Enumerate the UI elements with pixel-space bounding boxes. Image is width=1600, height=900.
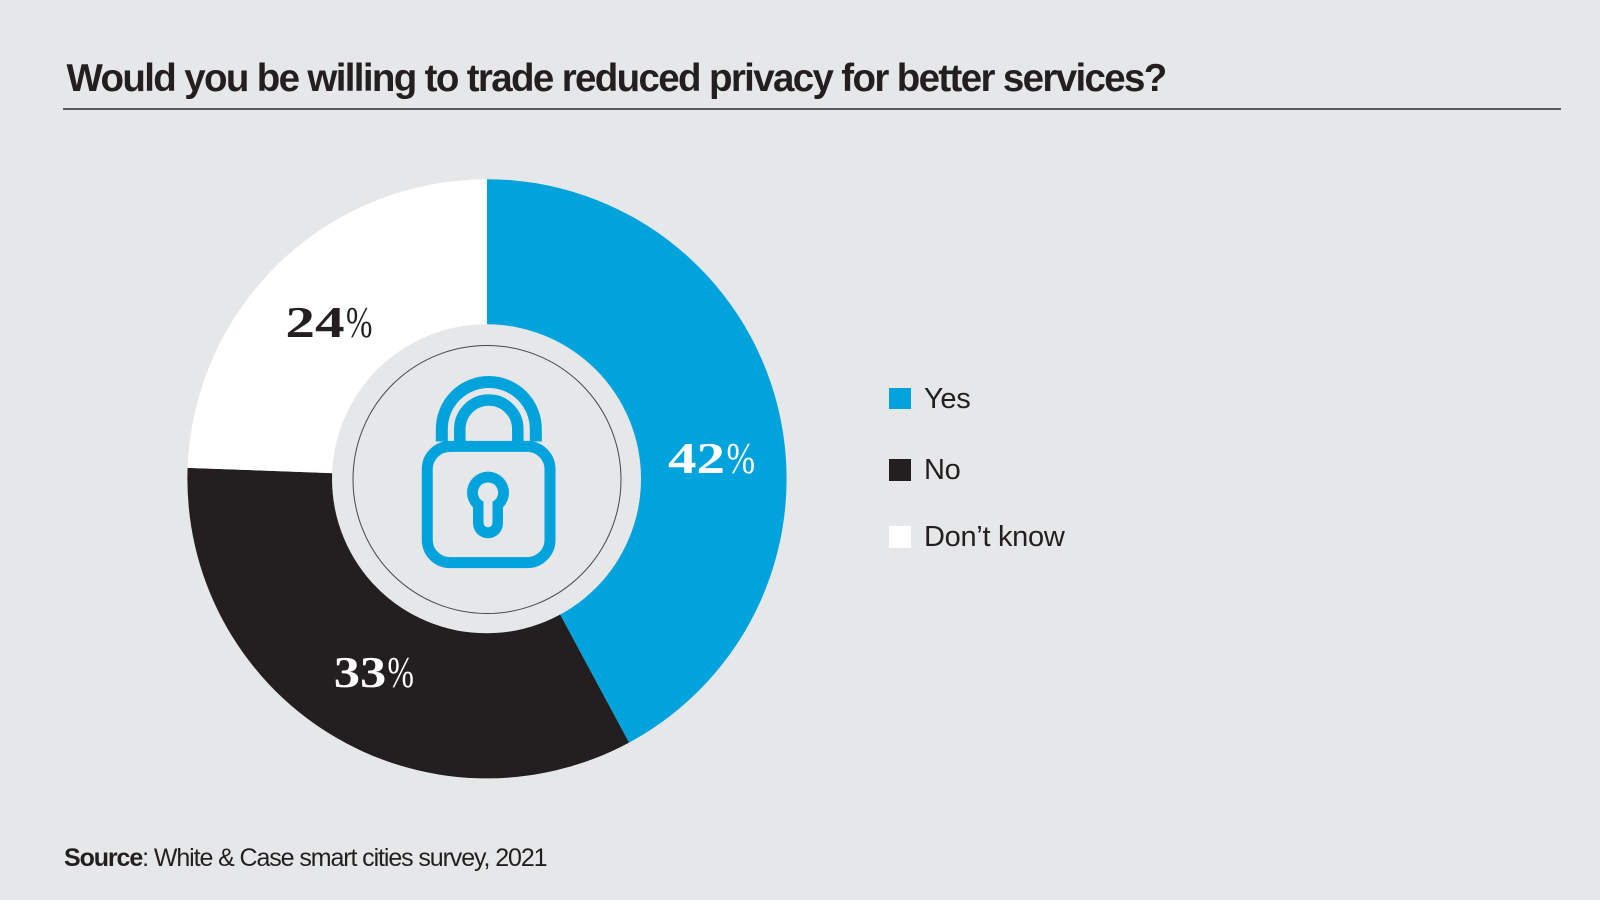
svg-text:%: % — [727, 434, 756, 483]
svg-text:24: 24 — [285, 298, 344, 347]
svg-text:42: 42 — [668, 434, 725, 483]
svg-text:%: % — [388, 648, 414, 697]
svg-text:%: % — [346, 298, 372, 347]
svg-text:33: 33 — [334, 648, 387, 697]
